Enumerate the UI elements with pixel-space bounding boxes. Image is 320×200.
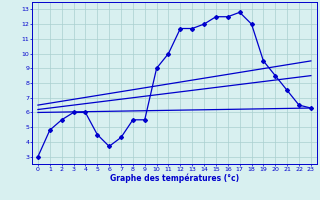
X-axis label: Graphe des températures (°c): Graphe des températures (°c) bbox=[110, 174, 239, 183]
